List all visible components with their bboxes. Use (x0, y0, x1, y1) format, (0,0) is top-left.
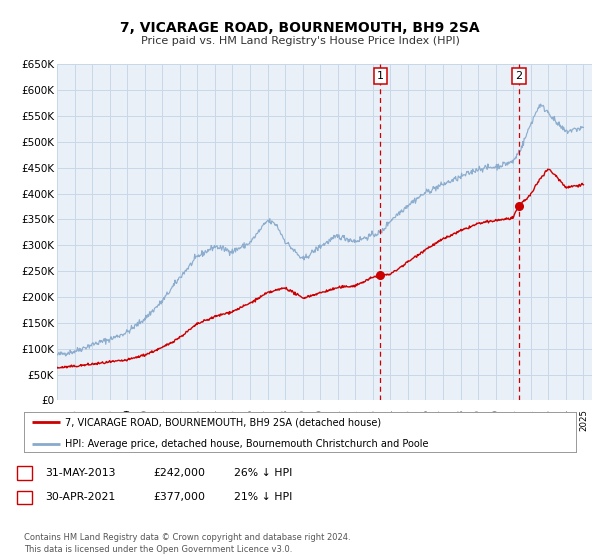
Text: 31-MAY-2013: 31-MAY-2013 (45, 468, 115, 478)
Text: 2: 2 (515, 71, 523, 81)
Text: 2023: 2023 (544, 409, 553, 431)
Text: 1997: 1997 (88, 409, 97, 431)
Text: 2009: 2009 (298, 409, 307, 431)
Text: 2024: 2024 (562, 409, 571, 431)
Text: 1999: 1999 (122, 409, 131, 431)
Text: 21% ↓ HPI: 21% ↓ HPI (234, 492, 292, 502)
Text: 2007: 2007 (263, 409, 272, 431)
Text: 7, VICARAGE ROAD, BOURNEMOUTH, BH9 2SA (detached house): 7, VICARAGE ROAD, BOURNEMOUTH, BH9 2SA (… (65, 417, 382, 427)
Text: 2022: 2022 (526, 409, 535, 431)
Text: £242,000: £242,000 (153, 468, 205, 478)
Text: 1995: 1995 (53, 409, 62, 431)
Text: 2018: 2018 (456, 409, 465, 431)
Text: 2008: 2008 (281, 409, 290, 431)
Text: 2015: 2015 (403, 409, 412, 431)
Text: 2013: 2013 (368, 409, 377, 431)
Text: 2005: 2005 (228, 409, 237, 431)
Text: 2004: 2004 (211, 409, 220, 431)
Text: 2006: 2006 (245, 409, 254, 431)
Text: 2014: 2014 (386, 409, 395, 431)
Text: 2012: 2012 (351, 409, 360, 431)
Text: 2020: 2020 (491, 409, 500, 431)
Text: 2025: 2025 (579, 409, 588, 431)
Text: 1: 1 (21, 468, 28, 478)
Text: HPI: Average price, detached house, Bournemouth Christchurch and Poole: HPI: Average price, detached house, Bour… (65, 438, 429, 449)
Text: 2002: 2002 (175, 409, 184, 431)
Text: 2: 2 (21, 492, 28, 502)
Text: 2000: 2000 (140, 409, 149, 431)
Text: Price paid vs. HM Land Registry's House Price Index (HPI): Price paid vs. HM Land Registry's House … (140, 36, 460, 46)
Text: 26% ↓ HPI: 26% ↓ HPI (234, 468, 292, 478)
Text: 2019: 2019 (473, 409, 482, 431)
Text: 2021: 2021 (509, 409, 518, 431)
Text: 2001: 2001 (158, 409, 167, 431)
Text: £377,000: £377,000 (153, 492, 205, 502)
Text: 1: 1 (377, 71, 384, 81)
Text: 2011: 2011 (333, 409, 342, 431)
Text: 1996: 1996 (70, 409, 79, 431)
Text: 2017: 2017 (439, 409, 448, 431)
Text: 2003: 2003 (193, 409, 202, 431)
Text: 30-APR-2021: 30-APR-2021 (45, 492, 115, 502)
Text: Contains HM Land Registry data © Crown copyright and database right 2024.
This d: Contains HM Land Registry data © Crown c… (24, 533, 350, 554)
Text: 1998: 1998 (105, 409, 114, 431)
Text: 2010: 2010 (316, 409, 325, 431)
Text: 2016: 2016 (421, 409, 430, 431)
Text: 7, VICARAGE ROAD, BOURNEMOUTH, BH9 2SA: 7, VICARAGE ROAD, BOURNEMOUTH, BH9 2SA (120, 21, 480, 35)
